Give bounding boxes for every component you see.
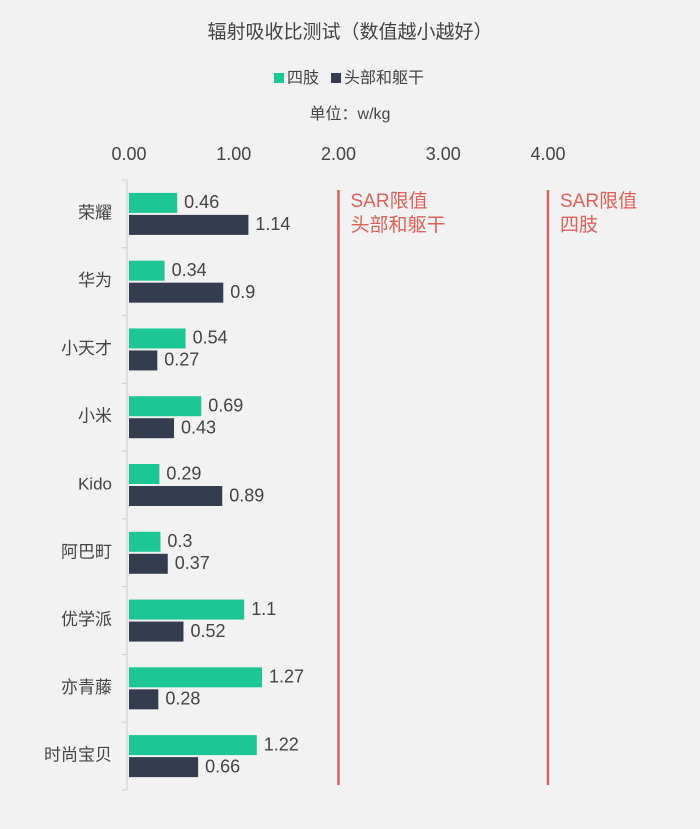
bar — [129, 667, 263, 688]
data-label: 0.89 — [229, 485, 264, 505]
data-label: 0.54 — [193, 328, 228, 348]
bar — [129, 486, 223, 506]
bar — [129, 464, 160, 484]
legend-label: 四肢 — [287, 69, 319, 87]
data-label: 1.27 — [269, 667, 304, 687]
reference-label: 头部和躯干 — [351, 214, 446, 236]
y-tick-label: 小米 — [78, 407, 112, 426]
chart-title: 辐射吸收比测试（数值越小越好） — [207, 21, 492, 43]
x-tick-label: 0.00 — [111, 144, 146, 164]
data-label: 0.3 — [167, 531, 192, 551]
y-tick-label: 亦青藤 — [61, 678, 112, 697]
data-label: 0.37 — [175, 553, 210, 573]
bar — [129, 350, 158, 371]
data-label: 0.28 — [165, 689, 200, 709]
bar — [129, 553, 168, 574]
x-tick-label: 1.00 — [216, 144, 251, 164]
chart-subtitle: 单位：w/kg — [310, 105, 391, 123]
data-label: 0.9 — [230, 282, 255, 302]
data-label: 0.43 — [181, 417, 216, 437]
legend-swatch — [331, 73, 342, 83]
bar — [129, 418, 175, 439]
y-tick-label: 华为 — [78, 271, 112, 290]
data-label: 0.69 — [208, 395, 243, 415]
bar — [129, 282, 224, 303]
reference-label: 四肢 — [560, 214, 598, 236]
bar — [129, 396, 202, 417]
bar — [129, 621, 184, 642]
reference-label: SAR限值 — [351, 190, 428, 212]
bar — [129, 214, 249, 235]
y-tick-label: 荣耀 — [78, 203, 112, 222]
bar — [129, 328, 186, 349]
bar — [129, 689, 159, 710]
bar — [129, 599, 245, 620]
data-label: 0.66 — [205, 756, 240, 776]
bar — [129, 192, 178, 213]
reference-label: SAR限值 — [560, 190, 637, 212]
y-tick-label: 阿巴町 — [61, 542, 112, 561]
data-label: 1.14 — [255, 214, 290, 234]
data-label: 0.29 — [166, 463, 201, 483]
data-label: 1.22 — [264, 734, 299, 754]
x-tick-label: 3.00 — [426, 144, 461, 164]
data-label: 0.27 — [164, 350, 199, 370]
bar — [129, 531, 161, 552]
data-label: 0.52 — [190, 621, 225, 641]
y-tick-label: Kido — [78, 474, 112, 493]
y-tick-label: 时尚宝贝 — [44, 746, 112, 765]
y-tick-label: 优学派 — [61, 610, 112, 629]
legend-swatch — [274, 73, 284, 83]
bar — [129, 735, 257, 756]
data-label: 0.46 — [184, 192, 219, 212]
data-label: 0.34 — [172, 260, 207, 280]
x-tick-label: 4.00 — [530, 144, 565, 164]
y-tick-label: 小天才 — [61, 339, 112, 358]
data-label: 1.1 — [251, 599, 276, 619]
x-tick-label: 2.00 — [321, 144, 356, 164]
bar — [129, 260, 165, 281]
bar — [129, 757, 199, 778]
legend-label: 头部和躯干 — [344, 69, 424, 87]
